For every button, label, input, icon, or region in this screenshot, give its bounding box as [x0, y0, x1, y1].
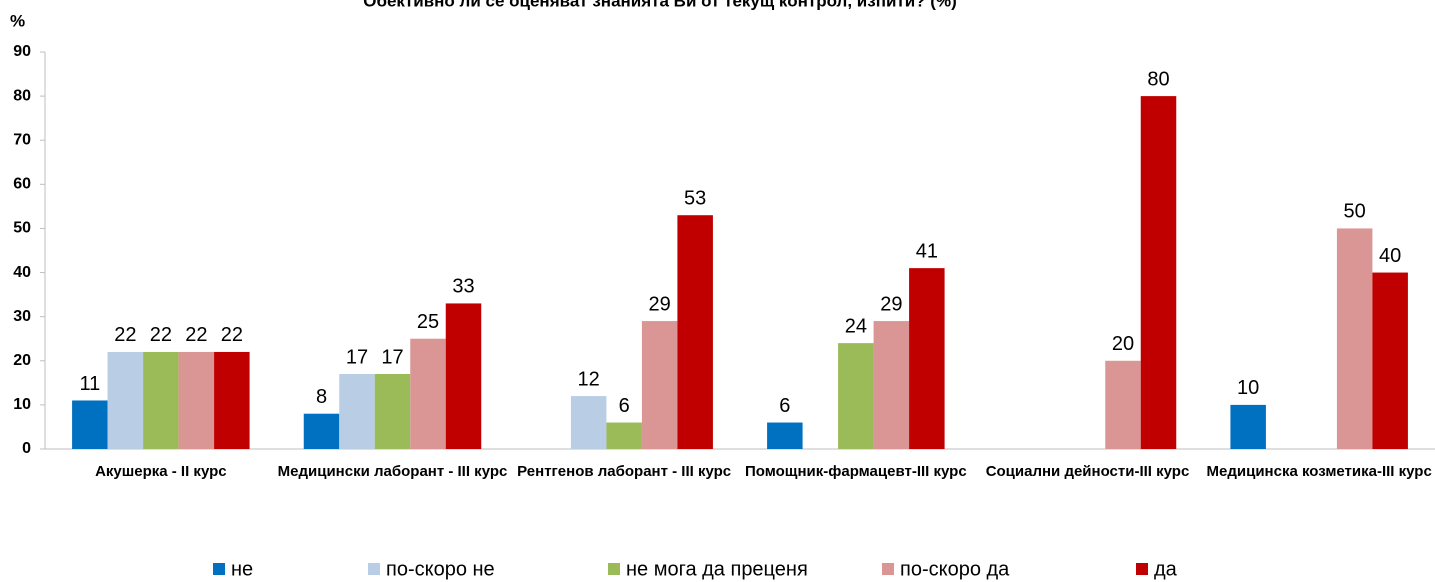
- legend-label: не мога да преценя: [626, 558, 808, 580]
- data-label: 80: [1147, 68, 1169, 90]
- legend-label: не: [231, 558, 253, 580]
- bar: [570, 396, 607, 449]
- data-label: 17: [381, 346, 403, 368]
- legend-label: по-скоро да: [900, 558, 1010, 580]
- x-tick-label: Социални дейности-III курс: [985, 463, 1190, 480]
- data-label: 11: [79, 373, 100, 395]
- bar: [909, 268, 945, 449]
- bar: [1105, 360, 1141, 449]
- data-label: 17: [346, 346, 368, 368]
- bar: [107, 351, 144, 449]
- y-tick-label: 30: [13, 308, 31, 325]
- data-label: 6: [619, 395, 630, 417]
- data-label: 8: [316, 386, 327, 408]
- y-tick-label: 20: [13, 352, 31, 369]
- data-label: 24: [845, 315, 867, 337]
- bar: [838, 343, 874, 449]
- data-label: 53: [684, 187, 706, 209]
- legend-label: по-скоро не: [386, 558, 495, 580]
- y-tick-label: 90: [13, 43, 31, 60]
- bar: [72, 400, 108, 449]
- x-tick-label: Помощник-фармацевт-III курс: [744, 463, 967, 480]
- y-tick-label: 50: [13, 220, 31, 237]
- data-label: 22: [221, 324, 243, 346]
- bar: [143, 351, 179, 449]
- legend-marker: [882, 563, 894, 575]
- bar: [374, 374, 411, 449]
- bar: [303, 413, 340, 449]
- bar: [1336, 228, 1373, 449]
- data-label: 29: [880, 293, 902, 315]
- bar: [410, 338, 446, 449]
- bar: [1140, 96, 1177, 449]
- x-tick-label: Медицински лаборант - III курс: [277, 463, 508, 480]
- data-label: 20: [1112, 333, 1134, 355]
- bar: [606, 422, 642, 449]
- data-label: 22: [150, 324, 172, 346]
- bar: [214, 351, 250, 449]
- bar: [178, 351, 215, 449]
- legend-label: да: [1154, 558, 1178, 580]
- data-label: 29: [649, 293, 671, 315]
- bar: [873, 321, 910, 449]
- bar: [1372, 272, 1408, 449]
- legend-marker: [608, 563, 620, 575]
- legend-marker: [368, 563, 380, 575]
- legend-marker: [213, 563, 225, 575]
- y-tick-label: 70: [13, 131, 31, 148]
- chart-title: Обективно ли се оценяват знанията Ви от …: [363, 0, 956, 10]
- bar: [767, 422, 803, 449]
- x-tick-label: Акушерка - II курс: [95, 463, 227, 480]
- data-label: 25: [417, 311, 439, 333]
- x-tick-label: Рентгенов лаборант - III курс: [517, 463, 732, 480]
- bar: [677, 215, 713, 449]
- x-tick-label: Медицинска козметика-III курс: [1206, 463, 1432, 480]
- y-tick-label: 0: [22, 440, 31, 457]
- data-label: 22: [114, 324, 136, 346]
- y-tick-label: 60: [13, 176, 31, 193]
- bar: [641, 321, 678, 449]
- y-tick-label: 40: [13, 264, 31, 281]
- data-label: 33: [452, 276, 474, 298]
- data-label: 50: [1344, 201, 1366, 223]
- legend-marker: [1136, 563, 1148, 575]
- bar: [445, 303, 482, 449]
- data-label: 41: [916, 240, 938, 262]
- y-tick-label: 10: [13, 396, 31, 413]
- y-axis-label: %: [10, 11, 25, 30]
- data-label: 6: [779, 395, 790, 417]
- data-label: 22: [185, 324, 207, 346]
- y-tick-label: 80: [13, 87, 31, 104]
- data-label: 40: [1379, 245, 1401, 267]
- bar: [1230, 404, 1266, 449]
- bar: [339, 374, 375, 449]
- data-label: 10: [1237, 377, 1259, 399]
- data-label: 12: [578, 368, 600, 390]
